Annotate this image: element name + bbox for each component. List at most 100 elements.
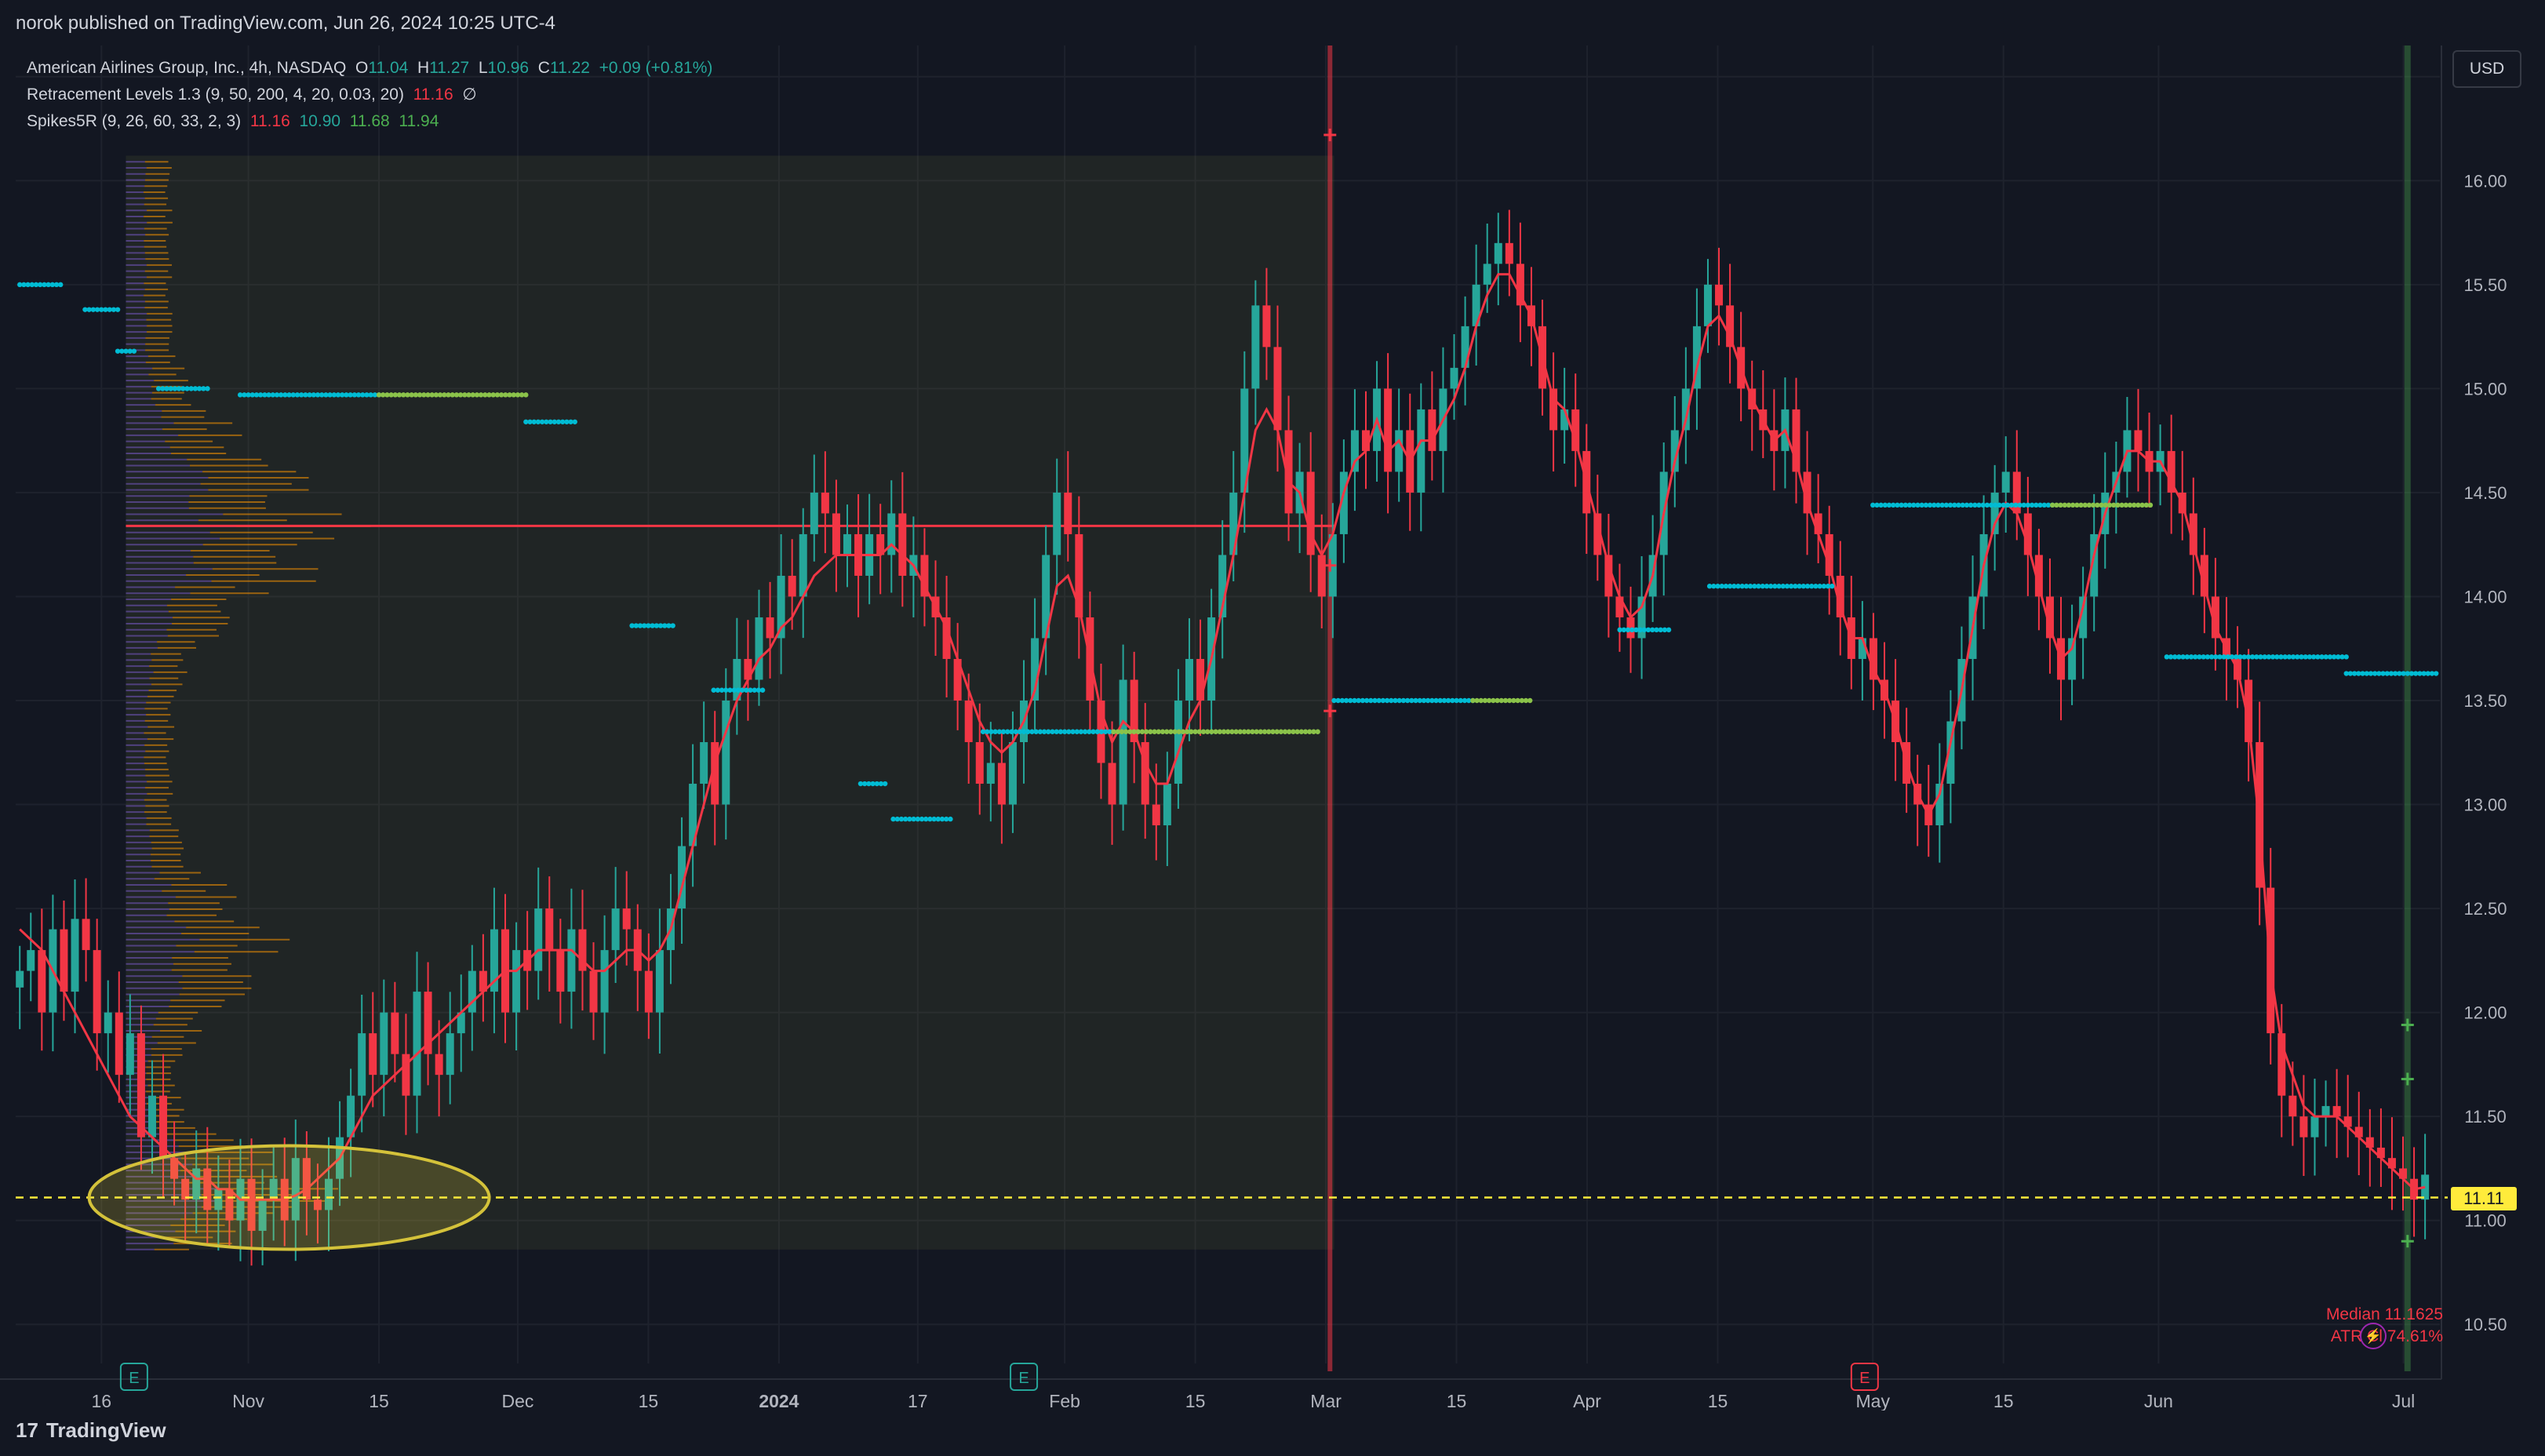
candle-body[interactable] (1593, 513, 1602, 555)
candle-body[interactable] (755, 617, 763, 680)
candle-body[interactable] (1339, 471, 1348, 534)
candle-body[interactable] (1031, 638, 1039, 701)
candle-body[interactable] (556, 950, 565, 992)
candle-body[interactable] (1251, 305, 1260, 389)
candle-body[interactable] (578, 929, 587, 971)
candle-body[interactable] (1273, 347, 1282, 431)
candle-body[interactable] (2277, 1033, 2286, 1096)
candle-body[interactable] (291, 1158, 300, 1221)
candle-body[interactable] (1428, 409, 1436, 451)
candle-body[interactable] (225, 1188, 234, 1221)
candle-body[interactable] (2310, 1116, 2319, 1138)
candle-body[interactable] (358, 1033, 366, 1096)
candle-body[interactable] (611, 908, 620, 951)
candle-body[interactable] (1472, 284, 1480, 326)
candle-body[interactable] (1803, 471, 1811, 514)
candle-body[interactable] (159, 1095, 168, 1159)
candle-body[interactable] (975, 742, 984, 784)
candle-body[interactable] (700, 742, 708, 784)
candle-body[interactable] (1670, 430, 1679, 472)
candle-body[interactable] (1053, 492, 1061, 555)
candle-body[interactable] (435, 1054, 443, 1076)
candle-body[interactable] (71, 919, 79, 992)
candle-body[interactable] (1869, 638, 1877, 680)
candle-body[interactable] (1163, 784, 1171, 826)
candle-body[interactable] (2200, 555, 2208, 597)
candle-body[interactable] (1935, 784, 1944, 826)
candle-body[interactable] (82, 919, 90, 951)
chart-area[interactable]: 16.5016.0015.5015.0014.5014.0013.5013.00… (0, 46, 2545, 1411)
candle-body[interactable] (997, 763, 1006, 805)
candle-body[interactable] (1362, 430, 1371, 451)
candle-body[interactable] (964, 701, 973, 743)
candle-body[interactable] (1240, 388, 1249, 493)
candle-body[interactable] (1384, 388, 1393, 472)
candle-body[interactable] (898, 513, 907, 576)
candle-body[interactable] (1792, 409, 1800, 472)
candle-body[interactable] (402, 1054, 410, 1096)
candle-body[interactable] (137, 1033, 145, 1138)
candle-body[interactable] (1946, 721, 1955, 784)
candle-body[interactable] (1130, 679, 1138, 743)
candle-body[interactable] (192, 1168, 201, 1200)
candle-body[interactable] (2288, 1095, 2297, 1117)
candle-body[interactable] (16, 970, 24, 988)
candle-body[interactable] (247, 1178, 256, 1231)
candle-body[interactable] (2068, 638, 2077, 680)
candle-body[interactable] (2245, 679, 2253, 743)
candle-body[interactable] (1615, 596, 1624, 617)
candle-body[interactable] (479, 970, 487, 992)
candle-body[interactable] (1990, 492, 1999, 534)
candle-body[interactable] (1814, 513, 1822, 534)
candle-body[interactable] (534, 908, 543, 971)
candle-body[interactable] (777, 575, 785, 639)
candle-body[interactable] (2167, 450, 2175, 493)
candle-body[interactable] (1483, 264, 1491, 285)
earnings-marker-icon[interactable] (1010, 1363, 1039, 1391)
candle-body[interactable] (1681, 388, 1690, 431)
candle-body[interactable] (203, 1168, 212, 1210)
candle-body[interactable] (1703, 284, 1712, 326)
candle-body[interactable] (2090, 533, 2099, 597)
candle-body[interactable] (953, 658, 962, 701)
earnings-marker-icon[interactable] (119, 1363, 148, 1391)
candle-body[interactable] (1218, 555, 1227, 617)
candle-body[interactable] (1350, 430, 1359, 472)
candle-body[interactable] (2343, 1116, 2352, 1127)
candle-body[interactable] (2376, 1147, 2385, 1159)
candle-body[interactable] (115, 1012, 123, 1076)
candle-body[interactable] (1858, 638, 1866, 659)
candle-body[interactable] (2365, 1137, 2374, 1148)
candle-body[interactable] (655, 950, 664, 1013)
candle-body[interactable] (413, 992, 421, 1096)
candle-body[interactable] (490, 929, 498, 992)
retracement-line[interactable] (19, 273, 2426, 1201)
candle-body[interactable] (302, 1158, 311, 1200)
candle-body[interactable] (1108, 763, 1116, 805)
candle-body[interactable] (1549, 388, 1558, 431)
candle-body[interactable] (1461, 326, 1469, 368)
candle-body[interactable] (1836, 575, 1844, 617)
candle-body[interactable] (1715, 284, 1724, 306)
candle-body[interactable] (1152, 804, 1160, 826)
candle-body[interactable] (457, 1012, 465, 1034)
candle-body[interactable] (821, 492, 829, 514)
candle-body[interactable] (104, 1012, 112, 1034)
candle-body[interactable] (689, 784, 697, 846)
candle-body[interactable] (799, 533, 807, 597)
candle-body[interactable] (832, 513, 840, 555)
legend-symbol-row[interactable]: American Airlines Group, Inc., 4h, NASDA… (27, 59, 713, 77)
candle-body[interactable] (446, 1033, 454, 1076)
candle-body[interactable] (468, 970, 476, 1013)
candle-body[interactable] (1505, 242, 1513, 264)
candle-body[interactable] (1825, 533, 1833, 576)
candle-body[interactable] (27, 950, 35, 971)
candle-body[interactable] (2023, 513, 2032, 555)
candle-body[interactable] (1494, 242, 1502, 264)
candle-body[interactable] (1174, 701, 1182, 784)
candle-body[interactable] (1185, 658, 1193, 701)
candle-body[interactable] (678, 846, 686, 909)
candle-body[interactable] (1075, 533, 1083, 617)
candle-body[interactable] (1064, 492, 1072, 534)
candle-body[interactable] (1008, 742, 1017, 805)
